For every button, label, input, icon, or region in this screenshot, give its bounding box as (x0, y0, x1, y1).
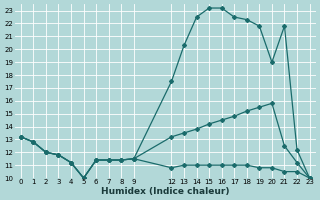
X-axis label: Humidex (Indice chaleur): Humidex (Indice chaleur) (101, 187, 229, 196)
